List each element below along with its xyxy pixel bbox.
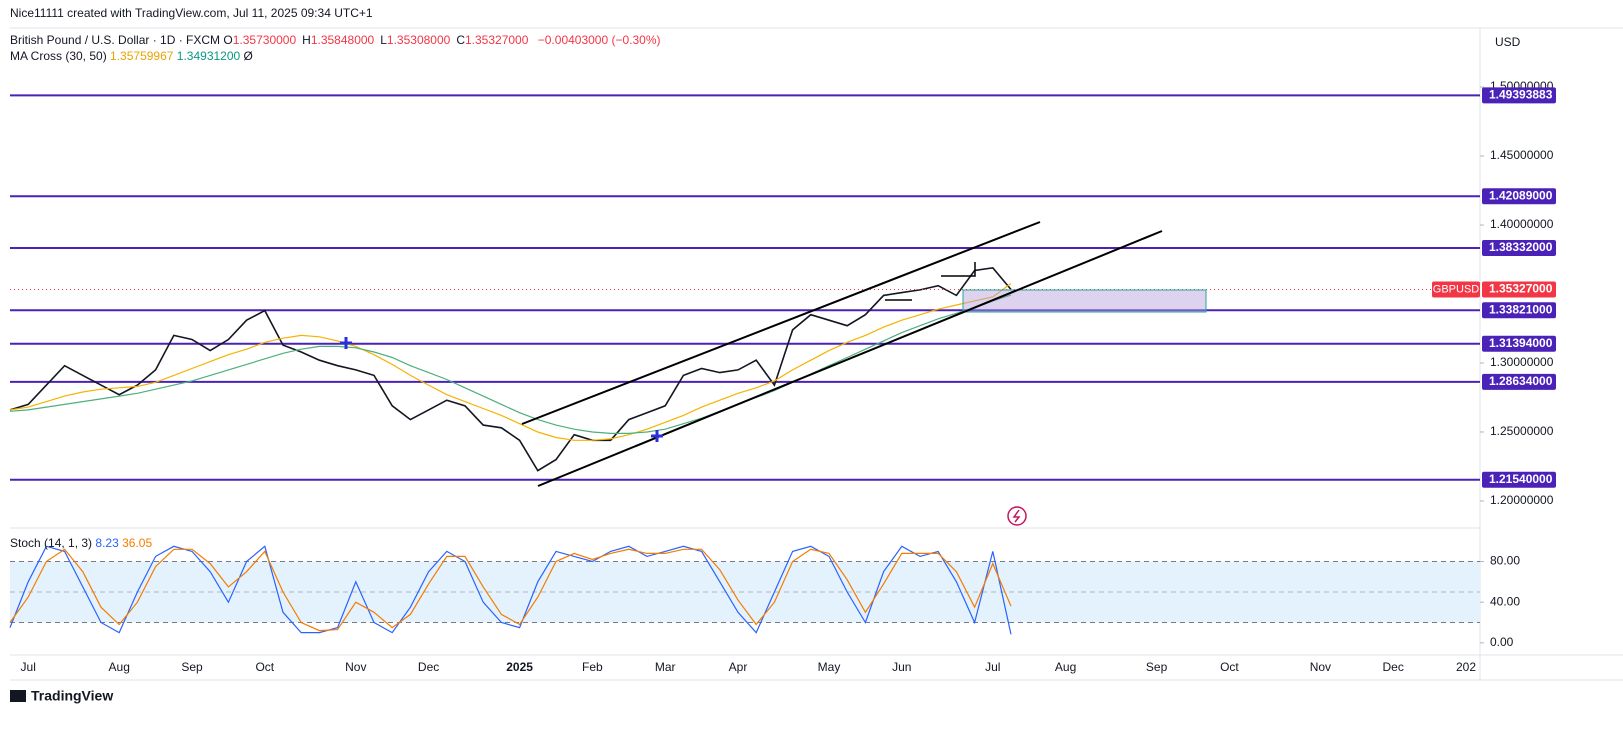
legend-stoch: Stoch (14, 1, 3) 8.23 36.05: [10, 536, 152, 550]
symbol-label: GBPUSD: [1433, 283, 1480, 295]
structure-marks: [885, 262, 976, 301]
currency: USD: [1495, 35, 1521, 49]
x-tick-label: Oct: [255, 660, 274, 674]
x-tick-label: Dec: [418, 660, 439, 674]
ohlc-value: 1.35327000: [465, 33, 529, 47]
event-bolt: [1012, 509, 1021, 523]
tv-logo: [10, 690, 26, 702]
level-tag: [1482, 335, 1556, 352]
level-label: 1.42089000: [1489, 188, 1553, 202]
symbol: British Pound / U.S. Dollar · 1D · FXCM: [10, 33, 221, 47]
ohlc-value: 1.35730000: [232, 33, 297, 47]
y-tick-label: 1.40000000: [1490, 217, 1554, 231]
level-label: 1.33821000: [1489, 302, 1553, 316]
legend-ma: MA Cross (30, 50) 1.35759967 1.34931200 …: [10, 49, 253, 63]
level-tag: [1482, 302, 1556, 319]
ma-slow: 1.34931200: [176, 49, 241, 63]
x-tick-label: 2025: [506, 660, 533, 674]
footer-brand: TradingView: [31, 688, 113, 704]
y-tick-label: 1.30000000: [1490, 355, 1554, 369]
level-tag: [1482, 188, 1556, 205]
level-label: 1.49393883: [1489, 88, 1553, 102]
ma-fast: 1.35759967: [110, 49, 174, 63]
x-tick-label: Feb: [582, 660, 603, 674]
level-tag: [1482, 471, 1556, 488]
last-price-label: 1.35327000: [1489, 282, 1553, 296]
level-label: 1.31394000: [1489, 336, 1553, 350]
ma-label: MA Cross (30, 50): [10, 49, 107, 63]
x-tick-label: May: [818, 660, 841, 674]
level-label: 1.28634000: [1489, 374, 1553, 388]
level-tag: [1482, 373, 1556, 390]
stoch-d: 36.05: [122, 536, 153, 550]
ohlc-value: 1.35308000: [386, 33, 451, 47]
level-tag: [1482, 240, 1556, 257]
x-tick-label: Sep: [1146, 660, 1168, 674]
x-tick-label: Oct: [1220, 660, 1239, 674]
x-tick-label: Jul: [985, 660, 1000, 674]
ohlc-key: O: [223, 33, 233, 47]
x-tick-label: Apr: [729, 660, 748, 674]
ohlc-value: 1.35848000: [310, 33, 375, 47]
x-tick-label: Nov: [1310, 660, 1331, 674]
level-label: 1.38332000: [1489, 240, 1553, 254]
y-tick-label: 1.25000000: [1490, 424, 1554, 438]
x-tick-label: Aug: [109, 660, 130, 674]
y-tick-label: 80.00: [1490, 554, 1520, 568]
cross-markers: [340, 337, 663, 442]
change: −0.00403000 (−0.30%): [537, 33, 661, 47]
series-line: [9, 545, 1012, 635]
level-label: 1.21540000: [1489, 472, 1553, 486]
ohlc-key: C: [456, 33, 465, 47]
stoch-k: 8.23: [95, 536, 119, 550]
y-tick-label: 40.00: [1490, 594, 1520, 608]
stoch-label: Stoch (14, 1, 3): [10, 536, 93, 550]
event-icon: [1007, 506, 1027, 526]
x-tick-label: 202: [1456, 660, 1476, 674]
y-tick-label: 1.45000000: [1490, 148, 1554, 162]
series-line: [9, 548, 1012, 632]
x-tick-label: Dec: [1383, 660, 1404, 674]
series-line: [9, 283, 1012, 441]
y-tick-label: 0.00: [1490, 635, 1514, 649]
ohlc-key: H: [302, 33, 311, 47]
series-line: [9, 266, 1012, 472]
credit: Nice11111 created with TradingView.com, …: [10, 6, 373, 20]
last-price-tag: [1482, 281, 1556, 298]
x-tick-label: Jun: [892, 660, 911, 674]
ohlc-key: L: [380, 33, 387, 47]
level-tag: [1482, 87, 1556, 104]
x-tick-label: Jul: [21, 660, 36, 674]
channel-upper: [521, 221, 1041, 425]
symbol-tag: [1432, 281, 1480, 298]
demand-zone: [962, 289, 1207, 313]
x-tick-label: Aug: [1055, 660, 1076, 674]
series-line: [9, 294, 1012, 434]
ohlc: O1.35730000 H1.35848000 L1.35308000 C1.3532…: [223, 33, 534, 47]
y-tick-label: 1.20000000: [1490, 493, 1554, 507]
x-tick-label: Sep: [181, 660, 203, 674]
channel-lower: [537, 230, 1163, 487]
layer: Jul Aug Sep Oct Nov Dec 2025 Feb Mar Apr May Jun Jul…: [9, 79, 1556, 674]
x-tick-label: Nov: [345, 660, 366, 674]
legend-main: British Pound / U.S. Dollar · 1D · FXCM …: [10, 33, 661, 47]
ma-extra: Ø: [243, 49, 253, 63]
x-tick-label: Mar: [655, 660, 676, 674]
